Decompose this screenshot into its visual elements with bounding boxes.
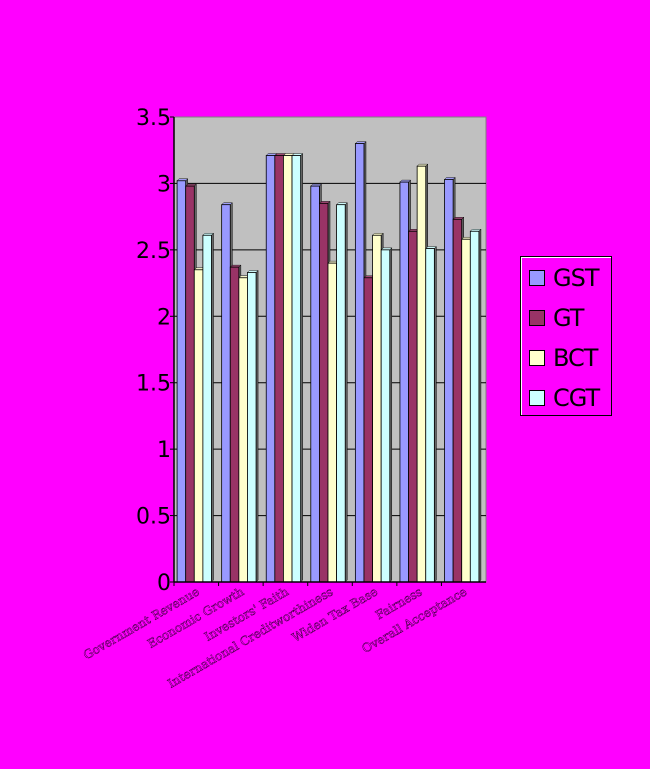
bar-cgt xyxy=(469,228,482,583)
y-tick-label: 0.5 xyxy=(136,505,171,530)
y-tick-label: 3.5 xyxy=(136,106,171,131)
bar-cgt xyxy=(202,232,215,583)
legend-item-bct: BCT xyxy=(529,343,598,373)
legend-label: GT xyxy=(553,304,584,332)
legend-item-gst: GST xyxy=(529,263,599,293)
bar-cgt xyxy=(380,247,393,583)
legend-swatch xyxy=(529,310,545,326)
legend-item-cgt: CGT xyxy=(529,383,600,413)
y-tick-label: 1 xyxy=(157,438,171,463)
legend-label: GST xyxy=(553,264,599,292)
legend-item-gt: GT xyxy=(529,303,584,333)
bar-cgt xyxy=(246,269,259,583)
legend: GST GT BCT CGT xyxy=(520,256,612,416)
y-tick-label: 2.5 xyxy=(136,239,171,264)
y-tick-label: 1.5 xyxy=(136,372,171,397)
legend-swatch xyxy=(529,270,545,286)
bar-cgt xyxy=(291,152,304,583)
y-tick-label: 3 xyxy=(157,172,171,197)
legend-label: CGT xyxy=(553,384,600,412)
legend-label: BCT xyxy=(553,344,598,372)
y-axis: 0 0.5 1 1.5 2 2.5 3 3.5 xyxy=(136,106,175,596)
bar-cgt xyxy=(425,245,437,583)
y-tick-label: 0 xyxy=(157,571,171,596)
legend-swatch xyxy=(529,390,545,406)
y-tick-label: 2 xyxy=(157,305,171,330)
legend-swatch xyxy=(529,350,545,366)
bar-cgt xyxy=(335,202,348,583)
